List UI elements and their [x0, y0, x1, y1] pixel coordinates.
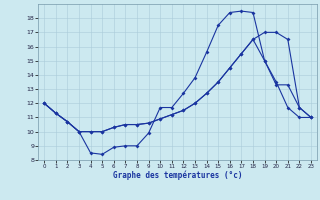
- X-axis label: Graphe des températures (°c): Graphe des températures (°c): [113, 171, 242, 180]
